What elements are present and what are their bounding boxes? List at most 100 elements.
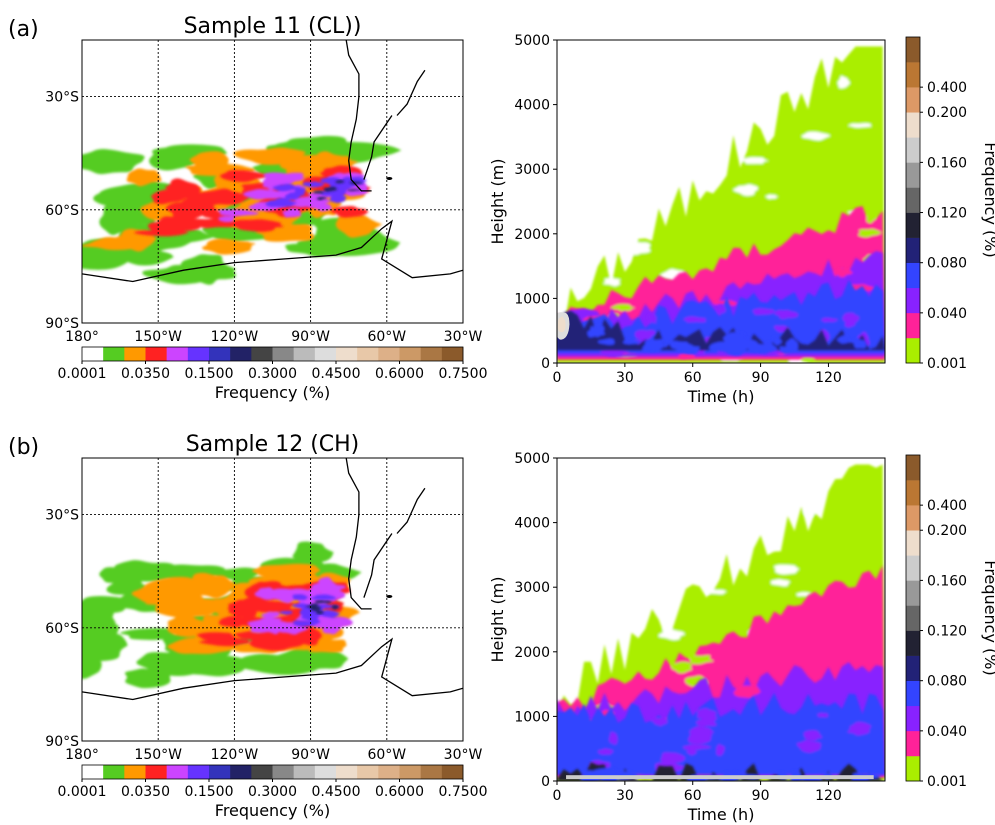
colorbar-swatch [906,37,920,63]
contour-region [261,588,301,600]
contour-region [119,248,174,266]
colorbar-swatch [230,347,252,361]
contour-region [99,202,138,236]
contour-region [603,278,621,287]
contour-region [622,339,642,345]
contour-region [335,213,383,238]
x-tick-label: 30 [616,370,634,386]
colorbar-swatch [906,655,920,681]
colorbar-swatch [251,765,273,779]
map-frame [81,39,464,324]
x-tick-label: 30 [616,788,634,804]
contour-region [557,316,566,333]
contour-region [282,208,302,218]
contour-region [82,619,119,645]
contour-region [836,334,849,344]
colorbar-swatch [906,137,920,163]
colorbar-swatch [145,765,167,779]
contour-region [658,628,685,640]
contour-region [314,600,327,604]
colorbar-swatch [906,162,920,188]
colorbar-tick-label: 0.080 [927,256,967,272]
x-tick-label: 60 [684,370,702,386]
lon-tick-label: 120°W [211,329,259,345]
coastline [345,40,372,192]
contour-region [124,668,171,689]
coastline [363,533,393,598]
colorbar-swatch [906,680,920,707]
map-frame [81,457,464,742]
lat-tick-label: 30°S [45,508,79,524]
contour-region [305,605,322,608]
contour-region [858,228,882,238]
colorbar-swatch [314,347,337,361]
colorbar-tick-label: 0.0350 [121,784,170,800]
contour-region [334,180,345,184]
colorbar-swatch [906,337,920,364]
x-tick-label: 60 [684,788,702,804]
contour-region [259,620,286,635]
colorbar-swatch [187,347,210,361]
contour-region [733,685,761,699]
contour-region [155,215,202,234]
contour-region [833,268,853,278]
colorbar-tick-label: 0.200 [927,523,967,539]
colorbar-tick-label: 0.0001 [58,366,107,382]
colorbar-swatch [314,765,337,779]
contour-region [660,752,686,764]
colorbar-tick-label: 0.0001 [58,784,107,800]
contour-region [686,748,697,756]
colorbar-tick-label: 0.040 [927,724,967,740]
lat-tick-label: 90°S [45,316,79,332]
colorbar-tick-label: 0.400 [927,498,967,514]
contour-region [610,304,636,312]
lon-tick-label: 60°W [367,329,406,345]
colorbar-tick-label: 0.1500 [185,366,234,382]
height-contour-region [557,310,885,351]
colorbar-label: Frequency (%) [215,801,330,820]
colorbar-swatch [336,765,358,779]
contour-region [220,170,269,182]
contour-region [695,717,717,727]
contour-region [285,242,366,257]
contour-region [167,613,206,638]
colorbar-swatch [906,580,920,606]
coastline [345,458,372,610]
falkland-islands [386,176,393,180]
contour-region [772,336,782,346]
height-contour-level [557,692,885,775]
colorbar-swatch [906,505,920,531]
contour-region [800,357,815,362]
contour-region [310,606,322,612]
colorbar-label: Frequency (%) [981,142,995,257]
contour-region [801,131,831,141]
contour-region [99,565,157,585]
contour-region [587,325,606,338]
colorbar-swatch [272,347,294,361]
contour-region [142,264,236,285]
colorbar-swatch [441,765,464,779]
x-tick-label: 120 [815,370,842,386]
colorbar-tick-label: 0.080 [927,674,967,690]
colorbar-swatch [906,705,920,732]
contour-region [696,708,717,719]
contour-region [752,308,776,315]
contour-region [272,183,299,192]
contour-region [688,730,712,745]
contour-region [292,541,334,564]
height-contour-level [557,310,885,356]
contour-region [820,317,838,323]
contour-region [842,312,860,324]
contour-region [773,564,800,575]
colorbar-tick-label: 0.4500 [312,784,361,800]
colorbar-tick-label: 0.001 [927,774,967,790]
contour-region [634,329,656,340]
x-tick-label: 120 [815,788,842,804]
colorbar-swatch [906,530,920,556]
contour-region [149,147,211,171]
map-plot-area [82,458,463,741]
x-tick-label: 90 [752,370,770,386]
contour-region [644,339,665,350]
y-axis-label: Height (m) [488,158,507,244]
